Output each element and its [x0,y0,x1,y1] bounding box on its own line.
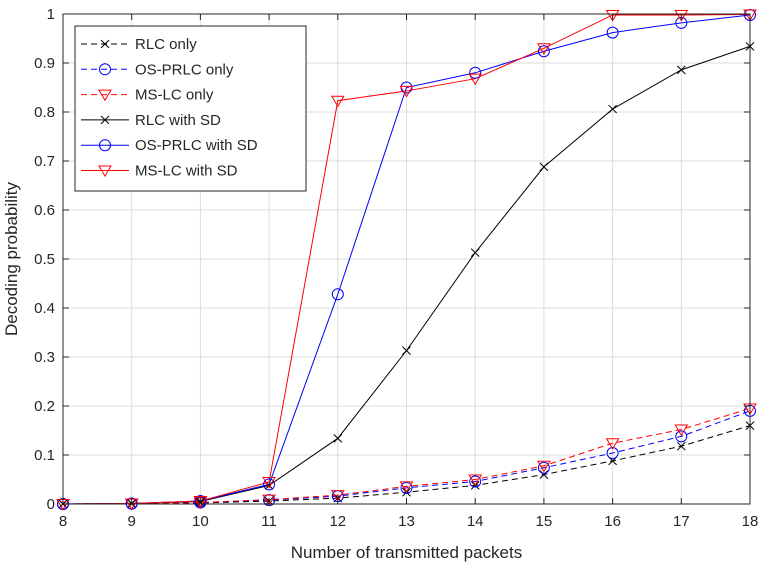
y-tick-label: 0.4 [34,300,55,317]
legend-label-ms-lc-with-sd: MS-LC with SD [135,163,238,180]
tick-labels: 8 9 10 11 12 13 14 15 16 17 18 0 0.1 0.2 0.3 0.4 0.5 0.6 0… [34,6,758,530]
legend-marker-os-prlc-only [99,63,111,76]
x-axis-label: Number of transmitted packets [291,543,522,562]
y-tick-label: 0.1 [34,447,55,464]
y-tick-label: 0.8 [34,104,55,121]
data-point-ms-lc-with-sd [330,95,345,108]
data-point-ms-lc-with-sd [674,9,689,22]
x-tick-label: 8 [59,513,67,530]
data-point-ms-lc-with-sd [605,9,620,22]
x-tick-label: 13 [398,513,415,530]
y-tick-label: 0.3 [34,349,55,366]
x-tick-label: 9 [128,513,136,530]
data-point-rlc-only [676,441,686,451]
data-point-ms-lc-with-sd [743,9,757,22]
data-point-rlc-with-sd [333,433,343,443]
legend-box [74,25,307,192]
x-tick-label: 12 [329,513,346,530]
data-point-os-prlc-only [606,447,619,460]
legend-marker-ms-lc-only [98,89,112,102]
data-point-ms-lc-with-sd [193,496,208,508]
series-line-ms-lc-only [62,407,751,505]
data-point-ms-lc-with-sd [537,43,551,55]
data-point-rlc-with-sd [608,104,617,114]
x-tick-label: 14 [467,513,484,530]
y-tick-label: 0.2 [34,398,55,415]
data-point-ms-lc-only [262,494,276,507]
legend-marker-ms-lc-with-sd [98,165,112,178]
series-lines [62,13,751,505]
data-point-ms-lc-only [674,424,689,437]
x-tick-label: 15 [536,513,553,530]
y-tick-label: 0.9 [34,55,55,72]
y-tick-label: 0 [47,496,55,513]
legend-marker-os-prlc-with-sd [99,139,111,152]
y-tick-label: 0.5 [34,251,55,268]
series-line-ms-lc-with-sd [62,13,751,505]
data-point-os-prlc-only [675,430,688,443]
data-point-os-prlc-with-sd [331,288,344,301]
y-tick-label: 0.6 [34,202,55,219]
x-tick-label: 11 [261,513,277,530]
data-point-os-prlc-with-sd [537,45,550,58]
data-point-rlc-with-sd [470,248,480,257]
data-point-ms-lc-only [330,490,345,502]
y-axis-label: Decoding probability [2,181,21,336]
x-tick-label: 18 [742,513,759,530]
x-tick-label: 10 [192,513,209,530]
x-tick-label: 17 [673,513,690,530]
data-point-ms-lc-only [399,481,414,494]
legend-label-os-prlc-with-sd: OS-PRLC with SD [135,137,258,154]
data-point-rlc-with-sd [676,65,686,75]
legend-label-os-prlc-only: OS-PRLC only [135,61,234,78]
data-point-ms-lc-only [605,438,620,450]
legend-label-ms-lc-only: MS-LC only [135,87,214,104]
data-point-ms-lc-only [537,460,551,473]
data-point-os-prlc-only [469,475,482,488]
legend-marker-rlc-with-sd [100,115,110,125]
y-tick-label: 0.7 [34,153,55,170]
legend: RLC only OS-PRLC only MS-LC only RLC with S… [74,25,307,192]
data-point-rlc-with-sd [539,162,549,172]
y-tick-label: 1 [47,6,55,23]
data-point-ms-lc-with-sd [262,476,276,489]
legend-label-rlc-with-sd: RLC with SD [135,112,221,129]
data-point-os-prlc-with-sd [469,66,482,79]
legend-marker-rlc-only [100,39,110,49]
data-point-os-prlc-only [537,461,550,474]
data-point-rlc-only [539,470,549,479]
data-point-ms-lc-with-sd [399,85,414,98]
data-point-os-prlc-with-sd [606,26,619,39]
data-point-ms-lc-only [468,474,483,487]
data-point-ms-lc-with-sd [468,73,483,86]
data-point-rlc-with-sd [402,346,411,355]
axis-ticks [62,13,751,505]
legend-label-rlc-only: RLC only [135,36,197,53]
x-tick-label: 16 [604,513,621,530]
data-point-os-prlc-with-sd [263,478,276,491]
